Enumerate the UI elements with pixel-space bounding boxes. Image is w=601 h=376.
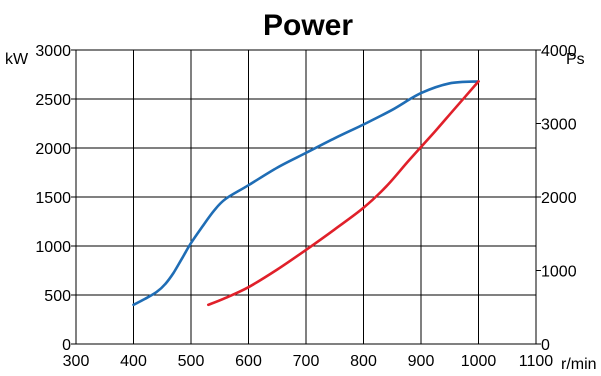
y2-tick-label: 2000 bbox=[541, 190, 577, 207]
x-tick-label: 700 bbox=[293, 353, 320, 370]
right-axis-unit: Ps bbox=[566, 51, 585, 68]
x-tick-label: 1100 bbox=[519, 353, 554, 370]
grid bbox=[76, 50, 536, 344]
series-lines bbox=[132, 80, 480, 307]
y-tick-label: 2000 bbox=[35, 141, 71, 158]
x-tick-label: 900 bbox=[408, 353, 435, 370]
y-tick-label: 3000 bbox=[35, 43, 71, 60]
x-tick-label: 300 bbox=[63, 353, 90, 370]
x-tick-label: 500 bbox=[178, 353, 205, 370]
y-tick-label: 1000 bbox=[35, 239, 71, 256]
x-tick-label: 400 bbox=[120, 353, 147, 370]
y2-tick-label: 3000 bbox=[541, 117, 577, 134]
chart-title: Power bbox=[263, 9, 353, 42]
x-tick-label: 1000 bbox=[461, 353, 497, 370]
y-tick-label: 500 bbox=[44, 288, 71, 305]
y2-tick-label: 1000 bbox=[541, 264, 577, 281]
x-axis-unit: r/min bbox=[561, 356, 597, 373]
y-tick-label: 2500 bbox=[35, 92, 71, 109]
x-tick-label: 800 bbox=[350, 353, 377, 370]
y2-tick-label: 0 bbox=[541, 337, 550, 354]
ticks: 300 400 500 600 700 800 900 1000 110005001000150… bbox=[35, 43, 576, 370]
series-line-1 bbox=[132, 80, 480, 307]
y-tick-label: 1500 bbox=[35, 190, 71, 207]
y-tick-label: 0 bbox=[62, 337, 71, 354]
y2-tick-label: 4000 bbox=[541, 43, 577, 60]
left-axis-unit: kW bbox=[5, 51, 29, 68]
x-tick-label: 600 bbox=[235, 353, 262, 370]
series-line-2 bbox=[207, 80, 480, 307]
